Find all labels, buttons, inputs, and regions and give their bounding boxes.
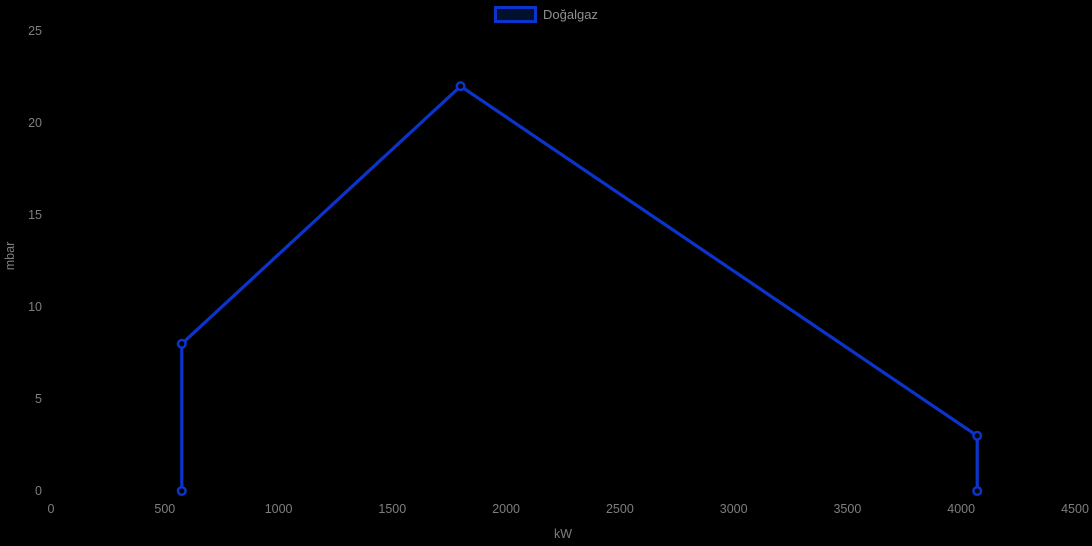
x-tick-label: 2000 — [492, 502, 520, 516]
x-tick-label: 2500 — [605, 502, 634, 516]
x-tick-label: 0 — [47, 502, 55, 516]
legend-label: Doğalgaz — [543, 7, 598, 22]
data-point-marker — [176, 485, 187, 497]
x-axis-title: kW — [553, 527, 573, 541]
y-tick-label: 5 — [35, 392, 42, 406]
x-tick-label: 1500 — [378, 502, 407, 516]
y-axis-title: mbar — [3, 241, 17, 271]
data-point-marker — [972, 430, 983, 441]
y-tick-label: 20 — [28, 116, 42, 130]
x-tick-label: 500 — [154, 502, 176, 516]
x-tick-label: 1000 — [264, 502, 293, 516]
legend-item[interactable]: Doğalgaz — [494, 6, 598, 23]
data-point-marker — [455, 81, 466, 92]
y-tick-label: 15 — [28, 208, 42, 222]
y-tick-label: 25 — [28, 24, 42, 38]
data-point-marker — [972, 485, 983, 497]
series-line — [180, 84, 979, 491]
x-tick-label: 4000 — [947, 502, 976, 516]
x-tick-label: 4500 — [1061, 502, 1089, 516]
x-tick-label: 3000 — [719, 502, 748, 516]
y-tick-label: 10 — [28, 300, 42, 314]
legend-swatch — [494, 6, 537, 23]
y-tick-label: 0 — [35, 484, 42, 498]
data-point-marker — [176, 338, 187, 349]
x-tick-label: 3500 — [833, 502, 862, 516]
